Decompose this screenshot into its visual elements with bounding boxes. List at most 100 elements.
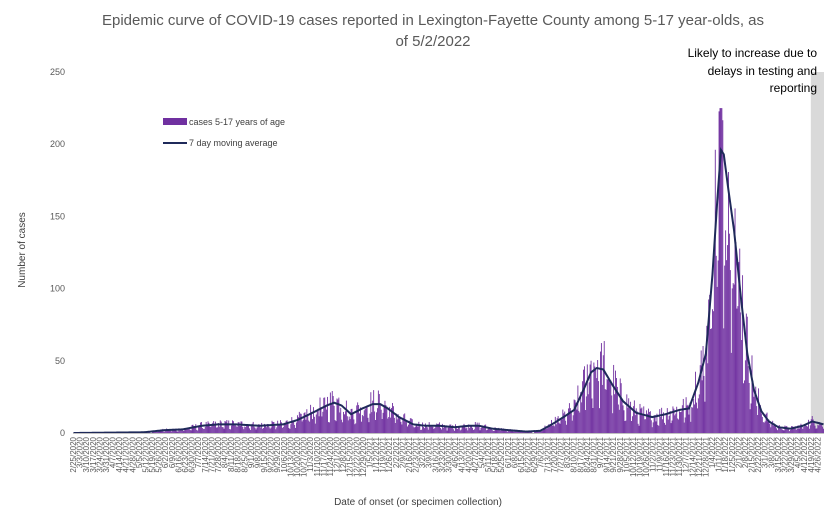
case-bar bbox=[733, 284, 735, 433]
case-bar bbox=[396, 419, 398, 433]
case-bar bbox=[760, 413, 762, 433]
case-bar bbox=[736, 308, 738, 433]
case-bar bbox=[235, 426, 237, 433]
case-bar bbox=[723, 328, 725, 433]
case-bar bbox=[248, 428, 250, 433]
x-tick-label: 3/31/2020 bbox=[102, 436, 111, 472]
case-bar bbox=[325, 406, 327, 433]
case-bar bbox=[716, 286, 718, 433]
case-bar bbox=[756, 406, 758, 433]
legend: cases 5-17 years of age 7 day moving ave… bbox=[163, 117, 285, 148]
case-bar bbox=[259, 424, 261, 433]
x-tick-label: 4/19/2022 bbox=[807, 436, 816, 472]
case-bar bbox=[335, 421, 337, 433]
case-bar bbox=[322, 411, 324, 433]
x-tick-label: 7/21/2020 bbox=[207, 436, 216, 472]
x-tick-label: 3/17/2020 bbox=[89, 436, 98, 472]
case-bar bbox=[182, 429, 184, 433]
case-bar bbox=[427, 429, 429, 433]
case-bar bbox=[336, 398, 338, 433]
case-bar bbox=[631, 421, 632, 433]
x-tick-label: 8/25/2020 bbox=[240, 436, 249, 472]
case-bar bbox=[822, 426, 824, 433]
case-bar bbox=[183, 430, 185, 433]
case-bar bbox=[558, 422, 560, 433]
case-bar bbox=[811, 416, 813, 433]
case-bar bbox=[286, 420, 288, 433]
case-bar bbox=[696, 408, 698, 433]
case-bar bbox=[610, 380, 612, 433]
case-bar bbox=[731, 288, 733, 433]
case-bar bbox=[764, 421, 766, 433]
x-tick-label: 3/24/2020 bbox=[95, 436, 104, 472]
case-bar bbox=[520, 431, 521, 433]
case-bar bbox=[790, 429, 792, 433]
case-bar bbox=[192, 424, 194, 433]
x-tick-label: 8/17/2021 bbox=[576, 436, 585, 472]
case-bar bbox=[623, 410, 625, 433]
case-bar bbox=[443, 424, 445, 433]
case-bar bbox=[229, 429, 231, 433]
case-bar bbox=[256, 427, 258, 433]
case-bar bbox=[594, 366, 596, 433]
case-bar bbox=[786, 425, 788, 433]
x-tick-label: 11/17/2020 bbox=[319, 436, 328, 476]
case-bar bbox=[796, 428, 798, 433]
case-bar bbox=[758, 388, 760, 433]
case-bar bbox=[611, 395, 613, 433]
case-bar bbox=[206, 425, 208, 433]
case-bar bbox=[226, 420, 228, 433]
case-bar bbox=[808, 419, 809, 433]
case-bar bbox=[425, 426, 427, 433]
case-bar bbox=[609, 381, 611, 433]
case-bar bbox=[446, 430, 448, 433]
case-bar bbox=[414, 427, 416, 433]
case-bar bbox=[494, 427, 496, 433]
case-bar bbox=[270, 427, 272, 433]
case-bar bbox=[296, 415, 298, 433]
case-bar bbox=[203, 428, 205, 433]
case-bar bbox=[210, 427, 212, 433]
case-bar bbox=[472, 427, 473, 433]
case-bar bbox=[430, 426, 432, 433]
case-bar bbox=[741, 340, 743, 433]
case-bar bbox=[277, 420, 279, 433]
case-bar bbox=[418, 421, 420, 433]
x-tick-label: 3/29/2022 bbox=[787, 436, 796, 472]
case-bar bbox=[781, 429, 783, 433]
x-tick-label: 5/5/2020 bbox=[135, 436, 144, 468]
case-bar bbox=[324, 397, 326, 433]
case-bar bbox=[274, 425, 276, 433]
case-bar bbox=[373, 390, 375, 433]
case-bar bbox=[459, 430, 461, 433]
case-bar bbox=[232, 421, 234, 433]
case-bar bbox=[352, 412, 354, 433]
y-tick-label: 50 bbox=[55, 356, 65, 366]
x-tick-label: 2/22/2022 bbox=[754, 436, 763, 472]
x-tick-label: 6/9/2020 bbox=[168, 436, 177, 468]
case-bar bbox=[564, 411, 566, 433]
case-bar bbox=[246, 425, 248, 433]
case-bar bbox=[757, 415, 759, 433]
case-bar bbox=[718, 111, 720, 434]
case-bar bbox=[486, 430, 488, 433]
case-bar bbox=[239, 425, 241, 433]
x-tick-label: 1/25/2022 bbox=[728, 436, 737, 472]
legend-bar-swatch bbox=[163, 118, 187, 125]
case-bar bbox=[197, 430, 199, 433]
case-bar bbox=[823, 428, 824, 433]
case-bar bbox=[724, 265, 726, 433]
case-bar bbox=[276, 427, 278, 433]
x-tick-label: 6/22/2021 bbox=[524, 436, 533, 472]
case-bar bbox=[440, 429, 442, 433]
case-bar bbox=[590, 360, 592, 433]
case-bar bbox=[394, 422, 396, 433]
case-bar bbox=[288, 427, 290, 433]
case-bar bbox=[536, 431, 538, 433]
case-bar bbox=[481, 426, 483, 433]
case-bar bbox=[184, 430, 185, 433]
case-bar bbox=[618, 409, 620, 433]
case-bar bbox=[549, 425, 551, 433]
case-bar bbox=[656, 413, 658, 433]
case-bar bbox=[208, 422, 210, 433]
